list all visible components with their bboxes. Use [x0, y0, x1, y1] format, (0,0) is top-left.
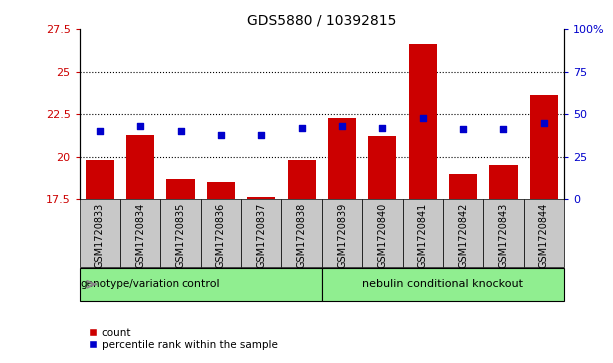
Text: GSM1720844: GSM1720844 — [539, 203, 549, 268]
Bar — [241, 199, 281, 267]
Bar — [281, 199, 322, 267]
Bar — [167, 179, 195, 199]
Text: genotype/variation: genotype/variation — [80, 279, 180, 289]
Bar — [362, 199, 403, 267]
Bar — [86, 160, 114, 199]
Bar — [443, 199, 483, 267]
Point — [176, 128, 186, 134]
Bar — [207, 182, 235, 199]
Point — [135, 123, 145, 129]
Text: GSM1720836: GSM1720836 — [216, 203, 226, 268]
Bar — [483, 199, 524, 267]
Point — [539, 120, 549, 126]
Text: GSM1720837: GSM1720837 — [256, 203, 266, 268]
Text: GSM1720842: GSM1720842 — [458, 203, 468, 268]
Point — [256, 132, 266, 138]
Point — [216, 132, 226, 138]
Bar — [120, 199, 161, 267]
Bar — [403, 199, 443, 267]
Bar — [161, 199, 201, 267]
Bar — [328, 118, 356, 199]
Bar — [530, 95, 558, 199]
Point — [297, 125, 306, 131]
Bar — [449, 174, 477, 199]
Text: GSM1720835: GSM1720835 — [175, 203, 186, 268]
Text: GSM1720843: GSM1720843 — [498, 203, 508, 268]
Bar — [524, 199, 564, 267]
Title: GDS5880 / 10392815: GDS5880 / 10392815 — [247, 14, 397, 28]
Bar — [287, 160, 316, 199]
Bar — [322, 268, 564, 301]
Text: GSM1720834: GSM1720834 — [135, 203, 145, 268]
Point — [378, 125, 387, 131]
Bar — [201, 199, 241, 267]
Legend: count, percentile rank within the sample: count, percentile rank within the sample — [85, 324, 281, 354]
Point — [95, 128, 105, 134]
Bar — [247, 197, 275, 199]
Bar — [322, 199, 362, 267]
Bar — [80, 268, 322, 301]
Text: GSM1720839: GSM1720839 — [337, 203, 347, 268]
Text: GSM1720841: GSM1720841 — [417, 203, 428, 268]
Point — [418, 115, 428, 121]
Bar — [80, 199, 120, 267]
Text: GSM1720833: GSM1720833 — [95, 203, 105, 268]
Text: GSM1720840: GSM1720840 — [378, 203, 387, 268]
Point — [458, 127, 468, 132]
Text: control: control — [181, 279, 220, 289]
Text: nebulin conditional knockout: nebulin conditional knockout — [362, 279, 524, 289]
Bar — [489, 165, 517, 199]
Text: GSM1720838: GSM1720838 — [297, 203, 306, 268]
Bar — [409, 44, 437, 199]
Point — [337, 123, 347, 129]
Point — [498, 127, 508, 132]
Bar — [368, 136, 397, 199]
Bar — [126, 135, 154, 199]
